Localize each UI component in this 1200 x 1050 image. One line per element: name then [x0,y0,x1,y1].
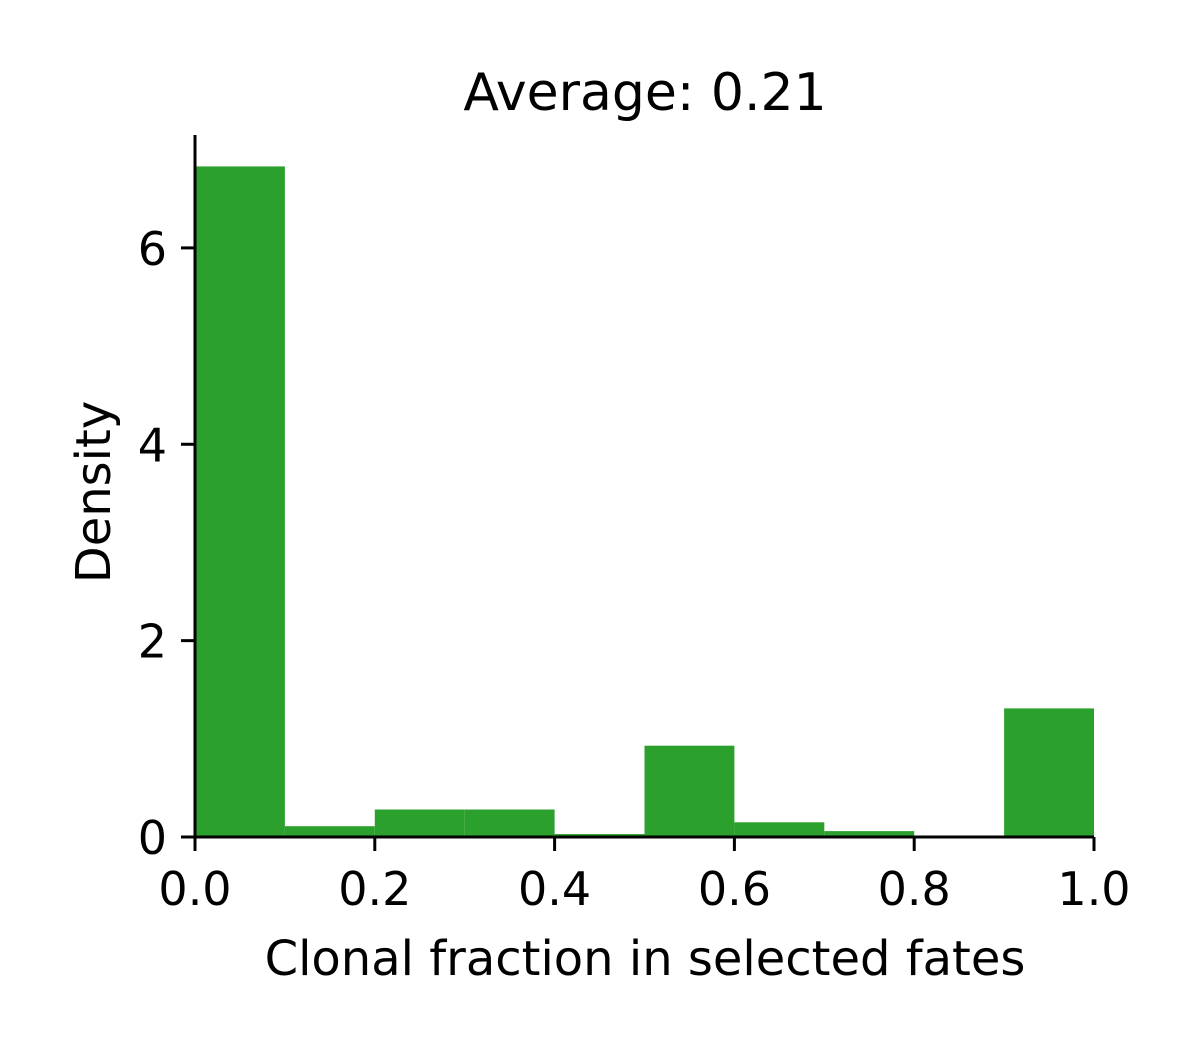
histogram-bar-9 [1004,708,1094,837]
x-tick-label: 0.8 [878,862,951,916]
x-tick-label: 1.0 [1057,862,1130,916]
x-tick-label: 0.0 [158,862,231,916]
y-tick-label: 0 [138,811,167,865]
x-tick-label: 0.2 [338,862,411,916]
x-ticks-group: 0.0 0.2 0.4 0.6 0.8 1.0 [158,837,1131,916]
histogram-bar-5 [644,745,735,837]
x-tick-label: 0.4 [518,862,591,916]
y-tick-label: 6 [138,222,167,276]
y-axis-title: Density [66,401,122,583]
histogram-bar-6 [734,822,825,837]
y-tick-label: 4 [138,418,167,472]
bars-group [195,166,1094,837]
histogram-bar-7 [824,831,915,837]
histogram-bar-1 [284,826,375,837]
histogram-bar-0 [195,166,285,837]
histogram-bar-3 [464,809,555,837]
x-tick-label: 0.6 [698,862,771,916]
chart-title: Average: 0.21 [463,63,826,123]
histogram-bar-2 [374,809,465,837]
y-ticks-group: 0 2 4 6 [138,222,195,865]
y-tick-label: 2 [138,615,167,669]
x-axis-title: Clonal fraction in selected fates [265,931,1026,987]
